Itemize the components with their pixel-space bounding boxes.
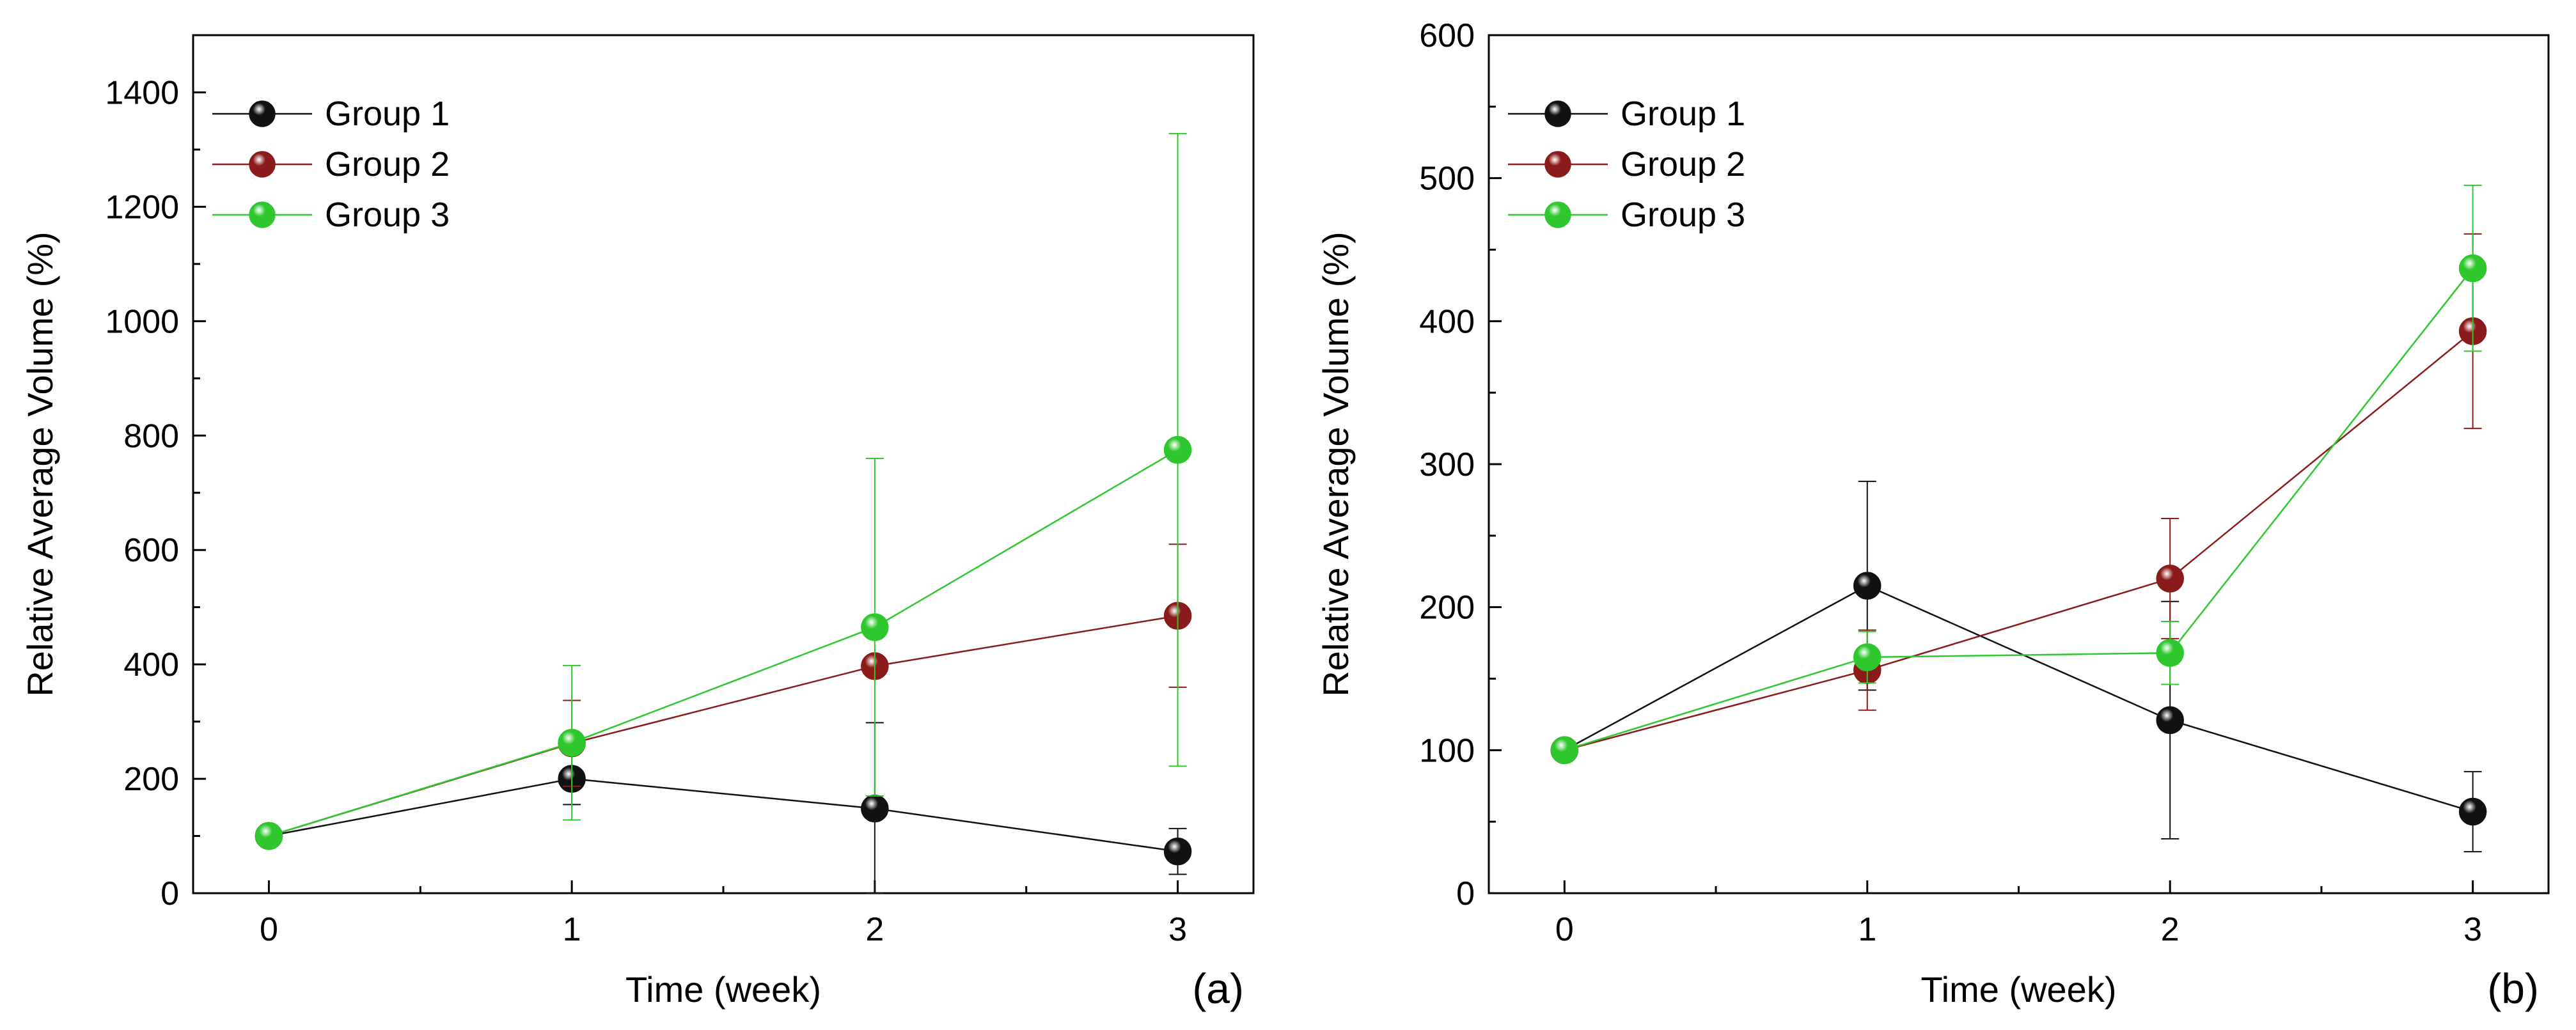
series-line-b-group-3: [1564, 267, 2474, 751]
y-tick-label-a-600: 600: [123, 532, 179, 569]
x-tick-label-a-3: 3: [1168, 911, 1187, 948]
y-tick-label-a-0: 0: [161, 875, 179, 912]
chart-panel-a: 0 1 2 3 0 200 400 600 800 1000 1200 1400 Time (week)…: [20, 34, 1255, 1012]
legend-marker: [249, 100, 276, 127]
y-tick-label-b-500: 500: [1419, 160, 1475, 198]
data-point-a-group-1-week-2: [861, 794, 889, 823]
legend-b: Group 1 Group 2 Group 3: [1508, 95, 1745, 234]
y-tick-label-b-0: 0: [1456, 875, 1475, 912]
data-point-a-group-3-week-1: [558, 728, 586, 757]
legend-label: Group 3: [1621, 196, 1745, 234]
x-tick-label-a-1: 1: [563, 911, 581, 948]
x-tick-label-b-3: 3: [2463, 911, 2482, 948]
series-a-group-3: [255, 132, 1192, 850]
series-a-group-1: [255, 722, 1192, 894]
data-point-b-group-3-week-1: [1853, 643, 1881, 671]
series-line-a-group-3: [269, 449, 1179, 837]
legend-a: Group 1 Group 2 Group 3: [212, 95, 450, 234]
legend-item-b-group-1: Group 1: [1508, 95, 1745, 133]
series-b-group-2: [1550, 233, 2487, 765]
y-axis-title-b: Relative Average Volume (%): [1315, 231, 1356, 696]
x-tick-label-b-0: 0: [1555, 911, 1574, 948]
legend-item-b-group-3: Group 3: [1508, 196, 1745, 234]
data-point-a-group-1-week-3: [1163, 837, 1192, 866]
y-tick-label-a-1400: 1400: [105, 74, 179, 111]
legend-label: Group 3: [325, 196, 450, 234]
legend-label: Group 2: [325, 145, 450, 183]
data-point-b-group-1-week-1: [1853, 572, 1881, 600]
y-tick-label-a-800: 800: [123, 417, 179, 455]
series-b-group-1: [1550, 480, 2487, 853]
y-tick-label-a-1000: 1000: [105, 303, 179, 340]
legend-marker: [1544, 100, 1571, 127]
legend-label: Group 2: [1621, 145, 1745, 183]
legend-item-a-group-2: Group 2: [212, 145, 450, 183]
series-line-b-group-2: [1564, 331, 2474, 751]
series-a-group-2: [255, 543, 1192, 850]
legend-marker: [1544, 201, 1571, 228]
y-axis-title-a: Relative Average Volume (%): [20, 231, 60, 696]
data-point-b-group-3-week-3: [2458, 254, 2487, 283]
legend-label: Group 1: [325, 95, 450, 133]
y-tick-label-a-1200: 1200: [105, 189, 179, 226]
chart-panel-b: 0 1 2 3 0 100 200 300 400 500 600 Time (week) Relati…: [1315, 17, 2550, 1012]
series-line-b-group-1: [1564, 584, 2474, 813]
x-tick-label-b-1: 1: [1858, 911, 1876, 948]
series-b-group-3: [1550, 184, 2487, 765]
legend-marker: [249, 151, 276, 178]
x-tick-label-a-0: 0: [260, 911, 278, 948]
y-tick-label-b-100: 100: [1419, 732, 1475, 769]
x-tick-label-a-2: 2: [865, 911, 884, 948]
data-point-a-group-3-week-3: [1163, 435, 1192, 464]
legend-marker: [249, 201, 276, 228]
series-line-a-group-1: [269, 777, 1178, 852]
y-tick-label-a-400: 400: [123, 646, 179, 683]
data-point-b-group-3-week-2: [2156, 639, 2184, 667]
data-point-b-group-1-week-3: [2458, 797, 2487, 826]
x-axis-title-a: Time (week): [625, 969, 821, 1010]
panel-label-a: (a): [1192, 965, 1244, 1012]
legend-item-a-group-1: Group 1: [212, 95, 450, 133]
x-tick-label-b-2: 2: [2161, 911, 2179, 948]
y-tick-label-b-200: 200: [1419, 589, 1475, 627]
legend-item-b-group-2: Group 2: [1508, 145, 1745, 183]
series-line-a-group-2: [269, 614, 1178, 837]
y-tick-label-b-400: 400: [1419, 303, 1475, 340]
y-tick-label-b-300: 300: [1419, 446, 1475, 483]
y-tick-label-b-600: 600: [1419, 17, 1475, 54]
legend-marker: [1544, 151, 1571, 178]
legend-label: Group 1: [1621, 95, 1745, 133]
data-point-a-group-3-week-0: [255, 822, 283, 850]
x-axis-title-b: Time (week): [1921, 969, 2117, 1010]
legend-item-a-group-3: Group 3: [212, 196, 450, 234]
data-point-b-group-2-week-2: [2156, 565, 2184, 593]
data-point-b-group-1-week-2: [2156, 706, 2184, 735]
data-point-b-group-3-week-0: [1550, 736, 1579, 765]
y-tick-label-a-200: 200: [123, 761, 179, 798]
panel-label-b: (b): [2487, 965, 2539, 1012]
data-point-a-group-3-week-2: [861, 613, 889, 641]
